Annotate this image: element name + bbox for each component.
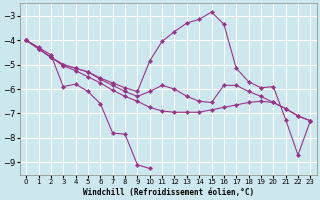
X-axis label: Windchill (Refroidissement éolien,°C): Windchill (Refroidissement éolien,°C) xyxy=(83,188,254,197)
